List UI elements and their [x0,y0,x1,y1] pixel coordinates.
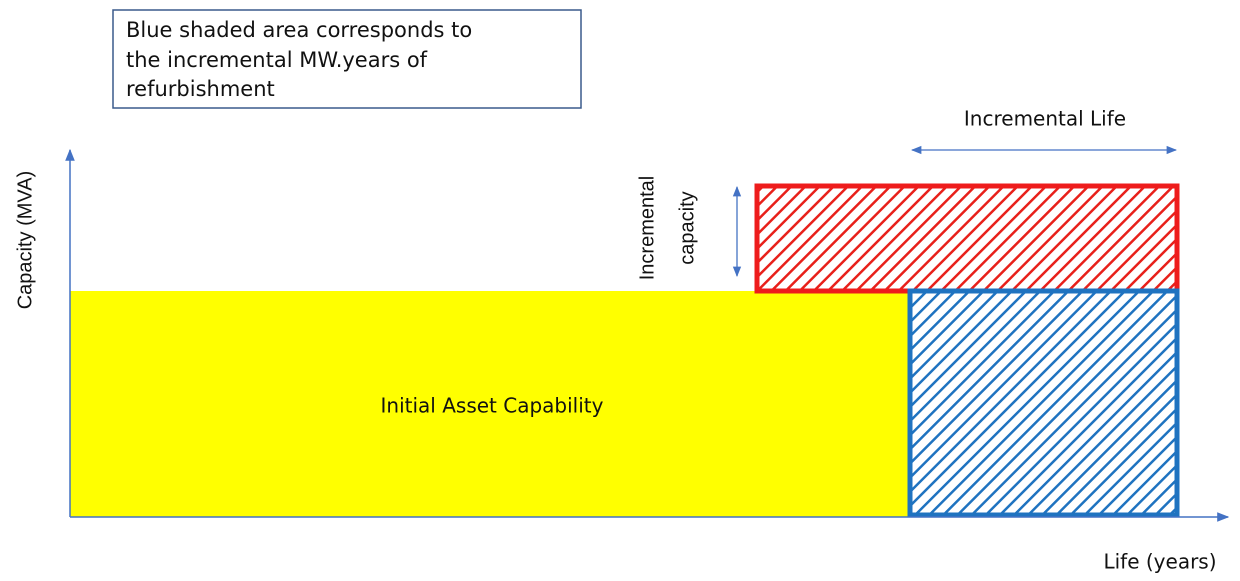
y-axis-label: Capacity (MVA) [14,171,36,310]
incremental-capacity-label: capacity [676,191,698,264]
incremental-capacity-label: Incremental [636,176,658,281]
incremental-life-area [907,288,1180,518]
x-axis-label: Life (years) [1103,550,1216,574]
incremental-capacity-area [754,183,1180,294]
initial-area [70,291,908,517]
note-line: Blue shaded area corresponds to [126,18,472,42]
incremental-life-label: Incremental Life [964,107,1126,131]
note-box [112,9,582,109]
initial-label: Initial Asset Capability [381,394,604,418]
note-line: the incremental MW.years of [126,48,428,72]
note-line: refurbishment [126,77,275,101]
